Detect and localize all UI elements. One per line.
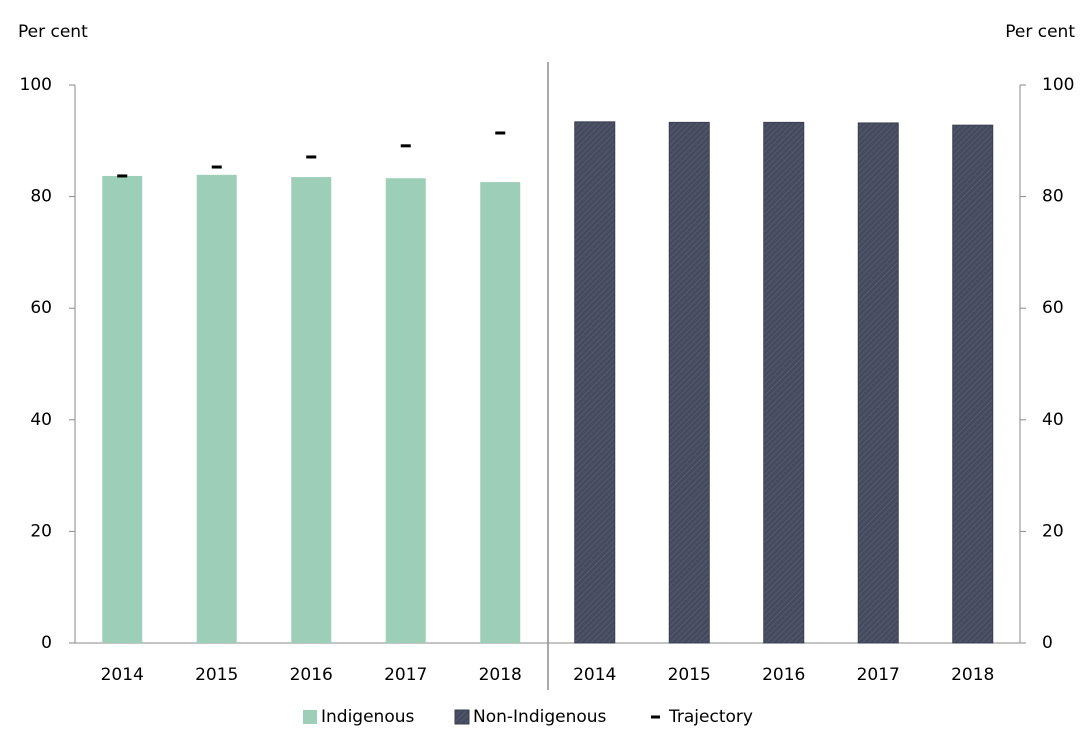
trajectory-marker [211, 165, 222, 169]
y-tick-label: 100 [20, 75, 52, 95]
bar [480, 182, 521, 644]
legend-label: Non-Indigenous [473, 707, 607, 727]
y2-tick-label: 40 [1042, 410, 1064, 430]
y-tick-label: 80 [30, 187, 52, 207]
bar [857, 122, 899, 644]
bar [668, 121, 710, 644]
y2-tick-label: 100 [1042, 75, 1074, 95]
trajectory-marker [400, 144, 411, 148]
bar [763, 121, 805, 644]
legend-label: Indigenous [321, 707, 415, 727]
bar [102, 175, 143, 644]
bar [952, 124, 994, 644]
x-tick-label: 2018 [951, 665, 994, 685]
x-tick-label: 2016 [290, 665, 333, 685]
legend-swatch [454, 709, 470, 725]
bar [291, 177, 332, 643]
legend-label: Trajectory [668, 707, 753, 727]
y-tick-label: 60 [30, 298, 52, 318]
y2-axis-label: Per cent [1005, 22, 1075, 42]
bar [196, 174, 237, 643]
y-tick-label: 40 [30, 410, 52, 430]
x-tick-label: 2017 [384, 665, 427, 685]
y2-tick-label: 80 [1042, 187, 1064, 207]
x-tick-label: 2015 [668, 665, 711, 685]
y-tick-label: 20 [30, 521, 52, 541]
bar [574, 121, 616, 644]
x-tick-label: 2014 [573, 665, 616, 685]
legend-swatch [651, 715, 660, 719]
trajectory-marker [117, 174, 128, 178]
x-tick-label: 2018 [479, 665, 522, 685]
x-tick-label: 2017 [857, 665, 900, 685]
legend-swatch [303, 710, 317, 724]
x-tick-label: 2016 [762, 665, 805, 685]
trajectory-marker [306, 155, 317, 159]
y-tick-label: 0 [41, 633, 52, 653]
bar [385, 178, 426, 643]
y2-tick-label: 20 [1042, 521, 1064, 541]
x-tick-label: 2014 [101, 665, 144, 685]
y2-tick-label: 60 [1042, 298, 1064, 318]
y-axis-label: Per cent [18, 22, 88, 42]
x-tick-label: 2015 [195, 665, 238, 685]
y2-tick-label: 0 [1042, 633, 1053, 653]
trajectory-marker [495, 131, 506, 135]
